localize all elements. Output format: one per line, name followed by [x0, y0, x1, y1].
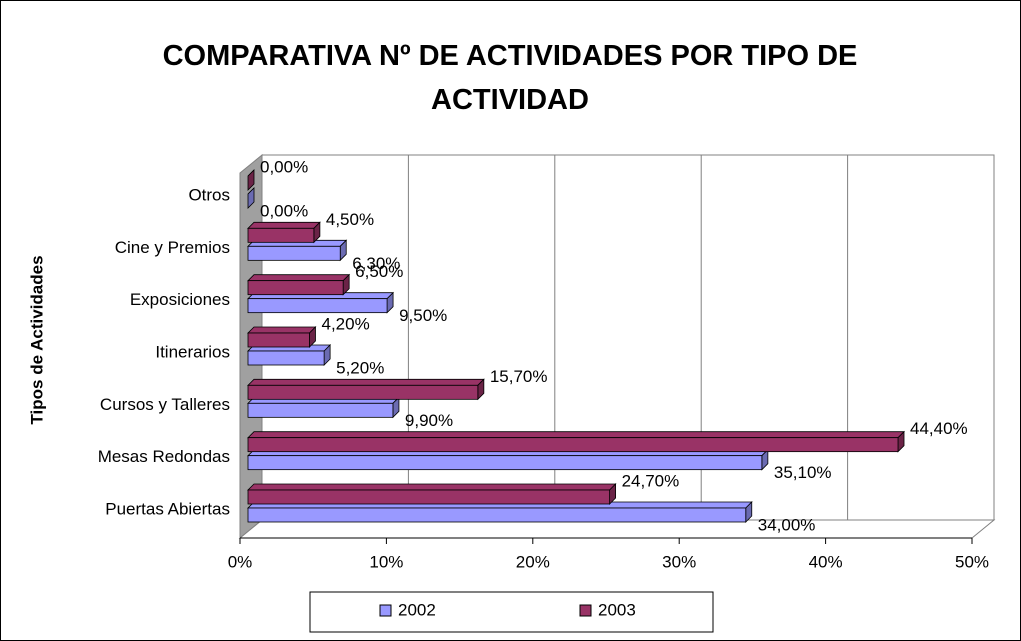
y-tick-label: Puertas Abiertas — [105, 499, 230, 518]
bar-top — [247, 326, 317, 334]
bar-top — [247, 378, 485, 386]
data-label: 6,30% — [352, 254, 400, 273]
x-tick-label: 30% — [662, 552, 696, 571]
bar-end — [247, 169, 255, 191]
data-label: 35,10% — [774, 463, 832, 482]
legend-swatch — [379, 604, 392, 617]
bar — [247, 455, 763, 471]
data-label: 4,20% — [321, 314, 369, 333]
bar — [247, 350, 325, 366]
bar — [247, 227, 315, 243]
y-tick-label: Mesas Redondas — [98, 447, 230, 466]
legend-swatch — [579, 604, 592, 617]
y-tick-label: Cursos y Talleres — [100, 395, 230, 414]
data-label: 0,00% — [260, 201, 308, 220]
bar — [247, 280, 344, 296]
data-label: 34,00% — [758, 515, 816, 534]
y-tick-label: Itinerarios — [155, 342, 230, 361]
data-label: 15,70% — [490, 367, 548, 386]
bar-top — [247, 221, 321, 229]
x-tick-label: 40% — [809, 552, 843, 571]
floor — [238, 519, 996, 539]
legend-box — [309, 591, 714, 633]
bar — [247, 507, 747, 523]
data-label: 24,70% — [622, 471, 680, 490]
y-tick-label: Otros — [188, 185, 230, 204]
bar-top — [247, 274, 351, 282]
legend-label: 2003 — [598, 600, 636, 619]
legend-label: 2002 — [398, 600, 436, 619]
bar — [247, 298, 388, 314]
bar — [247, 489, 611, 505]
bar-end — [247, 187, 255, 209]
data-label: 9,50% — [399, 306, 447, 325]
chart-title: COMPARATIVA Nº DE ACTIVIDADES POR TIPO D… — [162, 40, 858, 116]
bar — [247, 245, 341, 261]
bar-top — [247, 483, 617, 491]
data-label: 4,50% — [326, 210, 374, 229]
bar — [247, 437, 899, 453]
y-tick-label: Cine y Premios — [115, 238, 230, 257]
bar — [247, 384, 479, 400]
data-label: 0,00% — [260, 157, 308, 176]
bar — [247, 402, 394, 418]
x-tick-label: 0% — [228, 552, 253, 571]
x-tick-label: 50% — [955, 552, 989, 571]
bar — [247, 332, 310, 348]
x-tick-label: 20% — [516, 552, 550, 571]
data-label: 6,50% — [355, 262, 403, 281]
y-axis-label: Tipos de Actividades — [27, 255, 46, 424]
x-tick-label: 10% — [369, 552, 403, 571]
data-label: 5,20% — [336, 358, 384, 377]
bar-top — [247, 431, 905, 439]
data-label: 44,40% — [910, 419, 968, 438]
y-tick-label: Exposiciones — [130, 290, 230, 309]
data-label: 9,90% — [405, 411, 453, 430]
